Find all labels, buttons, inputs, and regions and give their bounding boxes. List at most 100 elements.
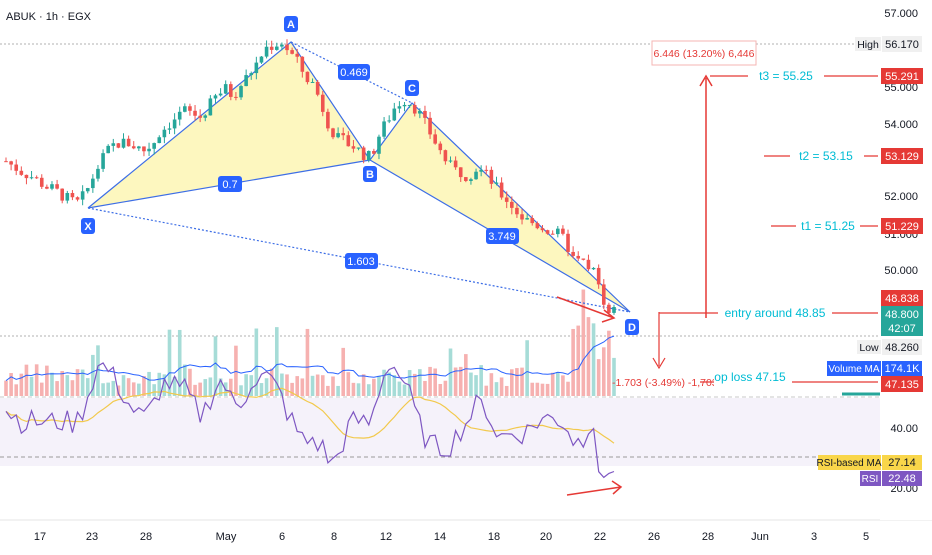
candle-body <box>121 138 126 148</box>
price-tick: 54.000 <box>884 119 918 131</box>
time-label: 28 <box>140 531 152 543</box>
rsi-label: RSI <box>862 474 879 485</box>
volume-bar <box>239 385 243 396</box>
time-axis[interactable]: 17 23 28 May 6 8 12 14 18 20 22 26 28 Ju… <box>34 531 869 543</box>
candle-body <box>341 133 346 136</box>
volume-bar <box>254 328 259 396</box>
volume-bar <box>351 382 356 396</box>
candle-body <box>540 228 545 231</box>
volume-bar <box>167 329 172 396</box>
candle-body <box>515 207 519 215</box>
volume-bar <box>264 378 269 396</box>
volume-bar <box>193 384 197 396</box>
candle-body <box>269 46 274 50</box>
volume-bar <box>157 372 162 396</box>
stop-value: 47.135 <box>885 379 919 391</box>
candle-body <box>183 106 187 112</box>
price-tick: 55.000 <box>884 82 918 94</box>
candle-body <box>80 191 85 200</box>
volume-bar <box>274 327 279 396</box>
candle-body <box>60 188 65 201</box>
time-label: 5 <box>863 531 869 543</box>
candle-body <box>24 174 29 179</box>
volume-bar <box>361 374 366 396</box>
red-arrow-rsi <box>566 480 623 496</box>
candle-body <box>387 120 391 122</box>
volume-bar <box>285 374 289 396</box>
volume-bar <box>19 373 24 396</box>
candle-body <box>65 193 70 201</box>
candle-body <box>39 177 44 187</box>
t2-text: t2 = 53.15 <box>799 149 853 163</box>
volume-bar <box>188 368 192 396</box>
volume-bar <box>520 367 524 396</box>
candle-body <box>70 193 75 198</box>
volume-bar <box>152 384 156 396</box>
price-tick: 50.000 <box>884 265 918 277</box>
candle-body <box>111 143 116 146</box>
point-c-label: C <box>408 83 416 95</box>
candle-body <box>208 98 213 116</box>
volume-bar <box>203 379 208 396</box>
volume-bar <box>453 367 458 396</box>
point-a-label: A <box>287 19 295 31</box>
candle-body <box>561 228 565 234</box>
candle-body <box>397 106 402 109</box>
volume-ma-tag: Volume MA 174.1K <box>827 361 922 376</box>
t1-value: 51.229 <box>885 221 919 233</box>
volume-bar <box>489 373 494 396</box>
candle-body <box>147 148 151 152</box>
volume-bar <box>443 380 448 396</box>
candle-body <box>326 111 330 129</box>
candle-body <box>300 56 305 72</box>
volume-bar <box>418 369 422 396</box>
volume-bar <box>504 385 509 396</box>
candle-body <box>407 104 412 106</box>
ratio-bc-label: 0.469 <box>340 67 368 79</box>
volume-bar <box>80 369 85 396</box>
ratio-cd-label: 3.749 <box>488 231 516 243</box>
volume-bar <box>24 364 29 396</box>
time-label: 12 <box>380 531 392 543</box>
volume-bar <box>101 383 105 396</box>
volume-bar <box>91 354 95 396</box>
point-a: A <box>284 16 298 32</box>
volume-bar <box>234 345 238 396</box>
volume-bar <box>106 382 110 396</box>
candle-body <box>377 136 381 154</box>
candle-body <box>218 93 223 96</box>
volume-bar <box>535 382 540 396</box>
candle-body <box>45 186 49 189</box>
t3-text: t3 = 55.25 <box>759 69 813 83</box>
candle-body <box>280 44 284 47</box>
low-tag: Low 48.260 <box>857 339 922 355</box>
ratio-xd-label: 1.603 <box>347 256 375 268</box>
symbol-title[interactable]: ABUK · 1h · EGX <box>6 11 92 23</box>
candle-body <box>177 111 182 120</box>
candle-body <box>223 84 228 94</box>
candle-body <box>607 304 611 313</box>
candle-body <box>239 86 243 98</box>
candle-body <box>193 110 197 116</box>
candle-body <box>520 214 524 220</box>
candle-body <box>188 106 192 111</box>
rsi-tick: 40.00 <box>890 423 918 435</box>
volume-bar <box>515 368 519 396</box>
volume-bar <box>177 329 182 396</box>
volume-bar <box>310 375 315 396</box>
volume-bar <box>300 378 305 396</box>
volume-bar <box>320 375 325 396</box>
candle-body <box>331 128 335 138</box>
time-label: 26 <box>648 531 660 543</box>
last-price: 48.800 <box>885 309 919 321</box>
volume-bar <box>428 366 432 396</box>
volume-bar <box>4 380 8 396</box>
volume-bar <box>305 328 310 396</box>
rsi-tag: RSI 22.48 <box>860 471 922 486</box>
candle-body <box>474 171 478 180</box>
high-value: 56.170 <box>885 39 919 51</box>
time-label: Jun <box>751 531 769 543</box>
volume-bar <box>530 382 535 396</box>
